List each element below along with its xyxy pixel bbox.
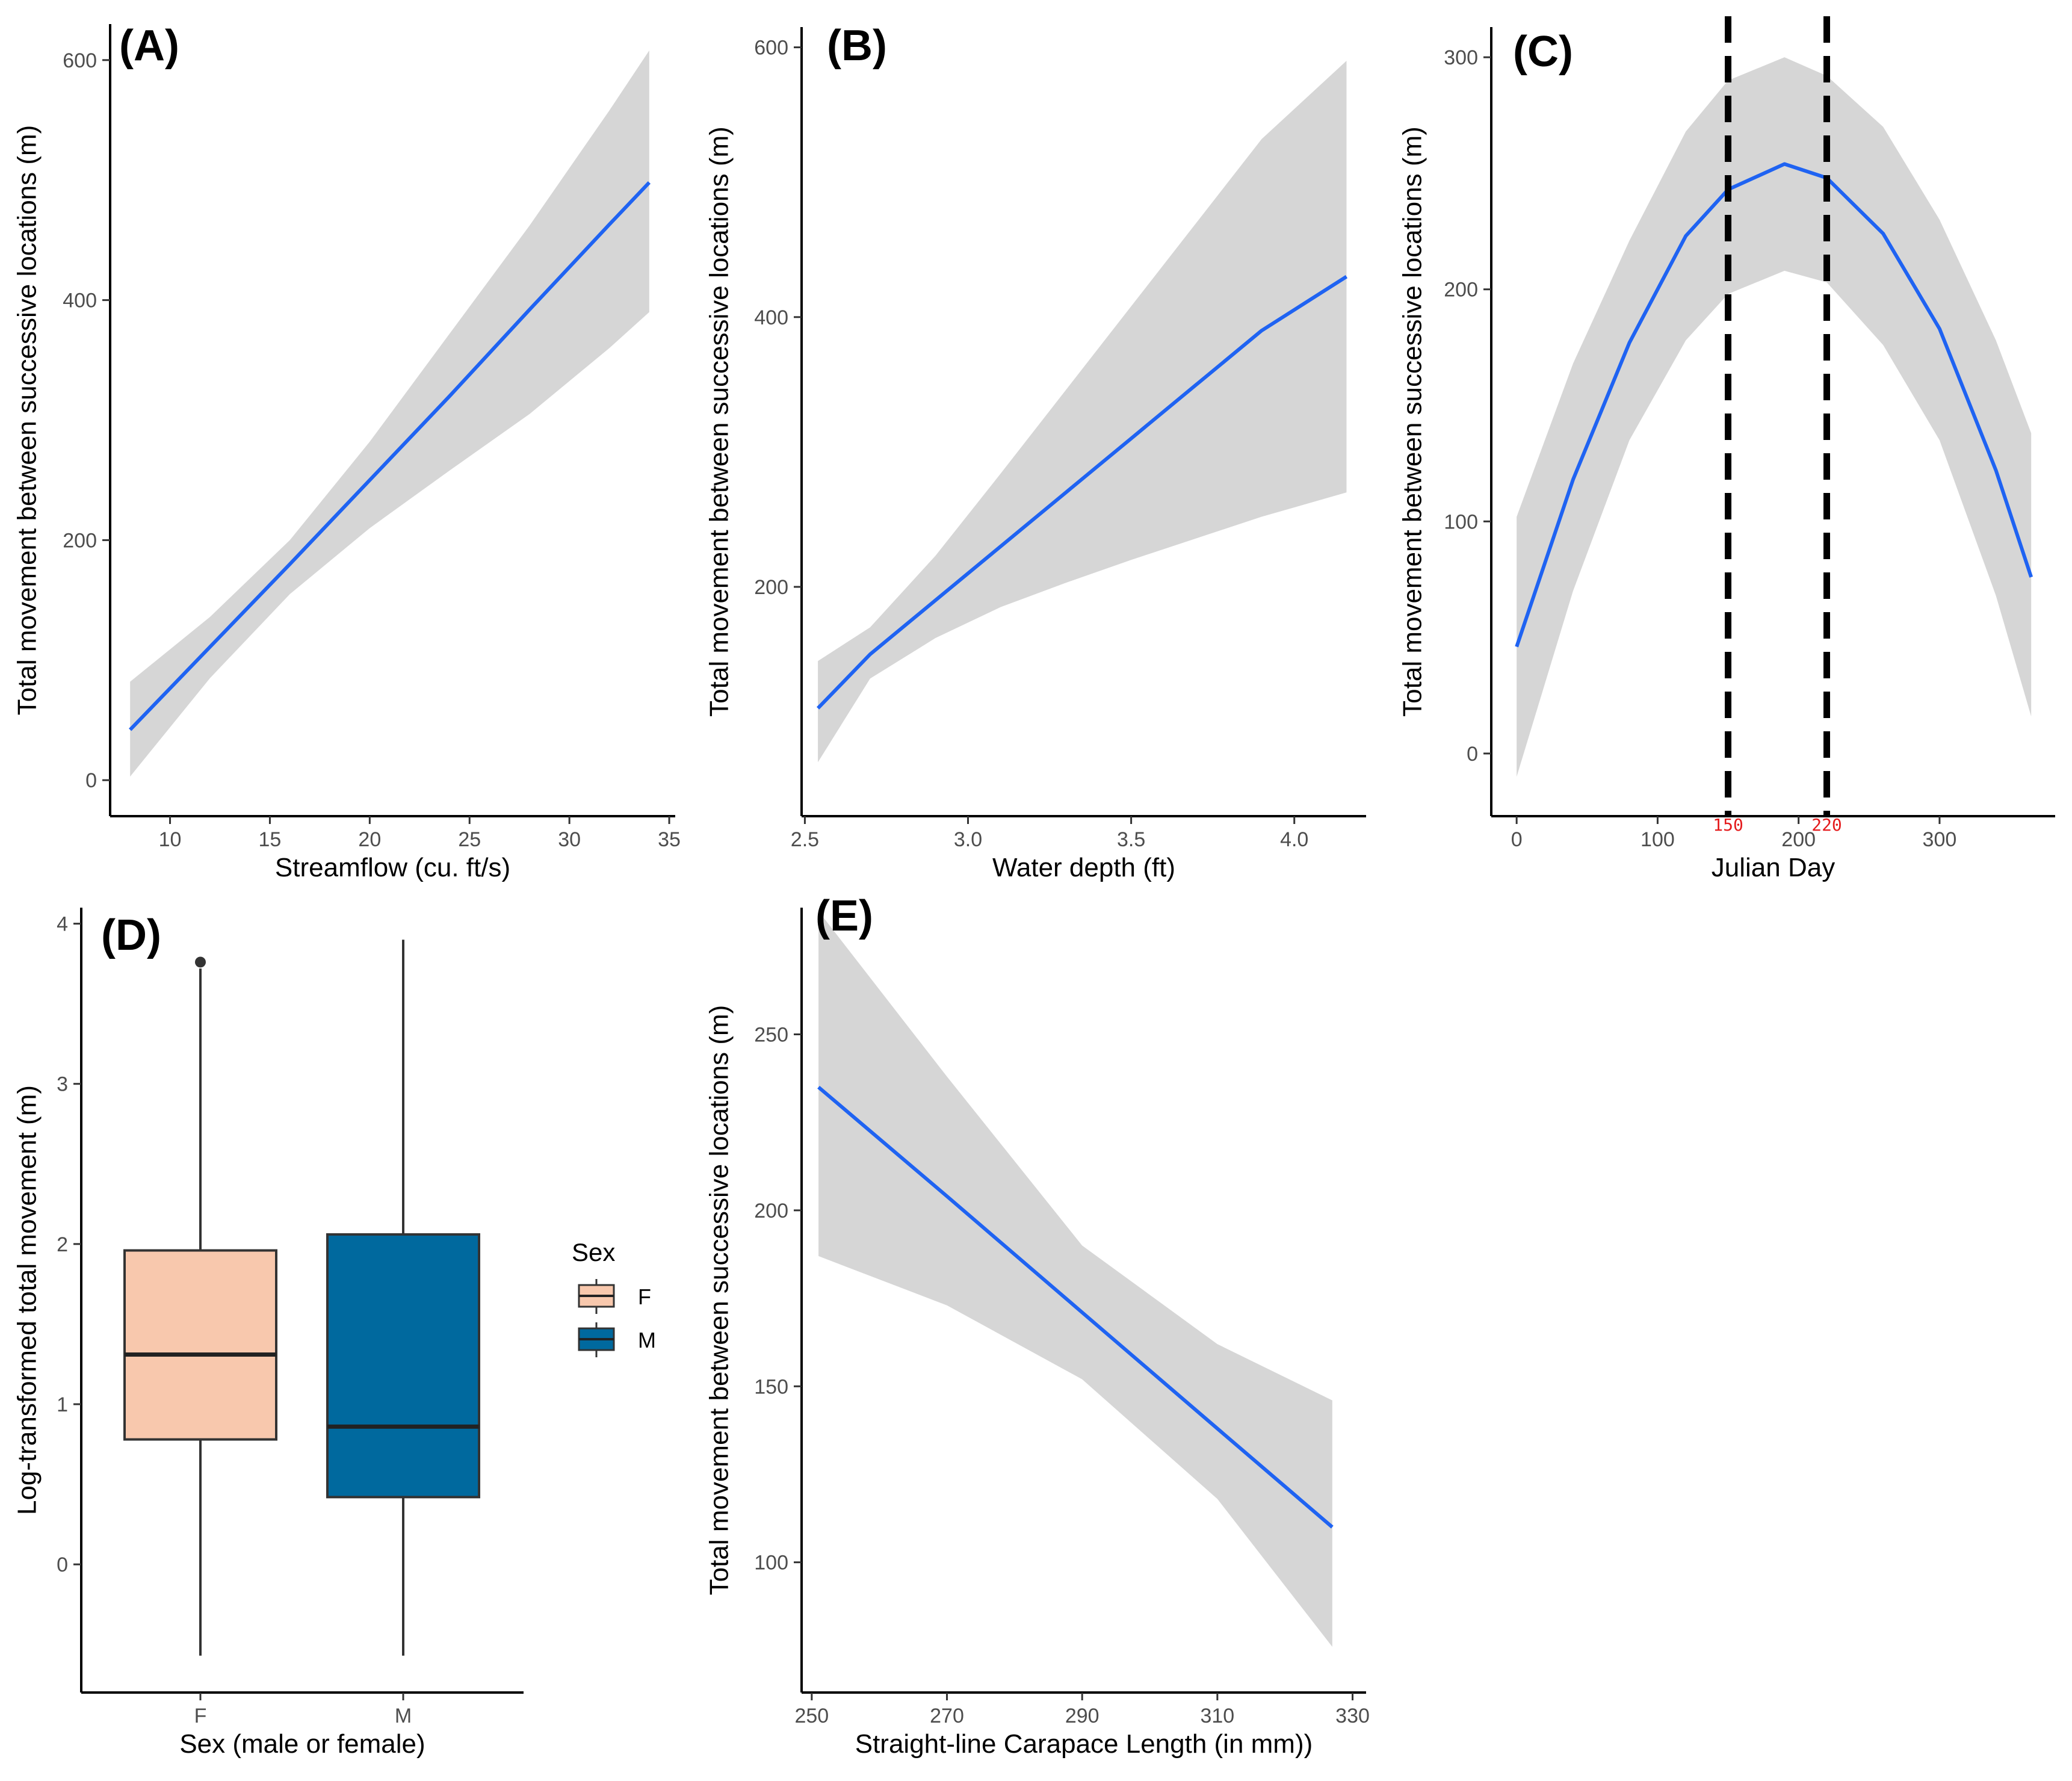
x-tick-label: 3.0 (954, 828, 982, 851)
panel-e: 250 270 290 310 330 100 150 200 250 Straight-line… (705, 892, 1370, 1759)
reference-line-label-150: 150 (1713, 815, 1743, 835)
y-tick-label: 100 (1444, 510, 1478, 533)
legend-label-f: F (638, 1284, 651, 1309)
x-tick-label: 300 (1923, 828, 1957, 851)
x-tick-label: 250 (794, 1705, 829, 1727)
reference-line-label-220: 220 (1811, 815, 1842, 835)
x-tick-label: 10 (159, 828, 182, 851)
legend-key-m (578, 1322, 615, 1357)
box-f (123, 956, 277, 1656)
y-tick-label: 300 (1444, 46, 1478, 69)
x-tick-label: 330 (1335, 1705, 1370, 1727)
y-tick-label: 0 (1467, 743, 1478, 766)
x-axis-title: Water depth (ft) (992, 853, 1175, 882)
confidence-band (130, 50, 649, 777)
confidence-band (818, 61, 1347, 763)
x-tick-label: 100 (1641, 828, 1675, 851)
y-tick-label: 4 (57, 913, 68, 936)
y-tick-label: 1 (57, 1393, 68, 1416)
confidence-band (1517, 57, 2032, 777)
y-tick-label: 3 (57, 1073, 68, 1096)
x-tick-label: 270 (930, 1705, 964, 1727)
x-tick-label: 2.5 (791, 828, 819, 851)
y-tick-label: 600 (754, 37, 788, 60)
x-tick-label: 3.5 (1117, 828, 1145, 851)
x-tick-label: 310 (1200, 1705, 1234, 1727)
y-tick-label: 0 (57, 1553, 68, 1576)
x-tick-label: 25 (458, 828, 481, 851)
y-tick-label: 200 (1444, 279, 1478, 302)
box-body (326, 1233, 480, 1499)
panel-label: (B) (827, 22, 887, 70)
x-tick-label: 200 (1781, 828, 1816, 851)
y-tick-label: 0 (85, 769, 97, 792)
x-tick-label: F (194, 1705, 207, 1727)
y-axis-title: Total movement between successive locati… (13, 125, 42, 716)
x-axis-title: Sex (male or female) (179, 1729, 425, 1759)
x-tick-label: M (395, 1705, 412, 1727)
panel-label: (E) (815, 892, 873, 940)
x-tick-label: 20 (358, 828, 381, 851)
y-tick-label: 200 (754, 576, 788, 599)
y-tick-label: 200 (754, 1200, 788, 1222)
x-tick-label: 15 (259, 828, 282, 851)
y-tick-label: 150 (754, 1375, 788, 1398)
legend-label-m: M (638, 1328, 656, 1352)
panel-a: 10 15 20 25 30 35 0 200 400 600 Streamflow (cu. ft… (13, 22, 681, 882)
box-m (326, 940, 480, 1656)
y-tick-label: 200 (63, 529, 97, 552)
fit-line (129, 181, 651, 731)
legend: Sex FM (572, 1238, 656, 1357)
panel-label: (C) (1513, 28, 1573, 76)
fit-line (1515, 162, 2033, 648)
x-tick-label: 4.0 (1280, 828, 1308, 851)
x-axis-title: Streamflow (cu. ft/s) (275, 853, 510, 882)
box-body (123, 1249, 277, 1441)
confidence-band (818, 911, 1332, 1647)
panel-label: (A) (119, 22, 179, 70)
fit-line (817, 1085, 1334, 1529)
y-axis-title: Total movement between successive locati… (705, 1005, 734, 1596)
y-tick-label: 400 (754, 306, 788, 329)
panel-label: (D) (101, 911, 161, 959)
legend-key-f (578, 1279, 615, 1314)
legend-title: Sex (572, 1238, 615, 1266)
y-tick-label: 2 (57, 1233, 68, 1256)
y-tick-label: 600 (63, 49, 97, 72)
y-axis-title: Total movement between successive locati… (705, 126, 734, 717)
panel-b: 2.5 3.0 3.5 4.0 200 400 600 Water depth (ft) Tot… (705, 22, 1366, 882)
fit-line (816, 275, 1348, 710)
x-tick-label: 30 (558, 828, 581, 851)
x-tick-label: 35 (658, 828, 681, 851)
x-tick-label: 290 (1065, 1705, 1099, 1727)
panel-c: 150 220 0 100 200 300 0 100 200 300 Julian Day Tota… (1398, 16, 2055, 882)
y-axis-title: Log-transformed total movement (m) (13, 1085, 42, 1515)
outlier-point (195, 956, 206, 968)
y-axis-title: Total movement between successive locati… (1398, 126, 1427, 717)
x-axis-title: Straight-line Carapace Length (in mm)) (855, 1729, 1313, 1759)
y-tick-label: 100 (754, 1552, 788, 1575)
x-tick-label: 0 (1511, 828, 1523, 851)
y-tick-label: 250 (754, 1024, 788, 1047)
y-tick-label: 400 (63, 290, 97, 312)
x-axis-title: Julian Day (1712, 853, 1835, 882)
